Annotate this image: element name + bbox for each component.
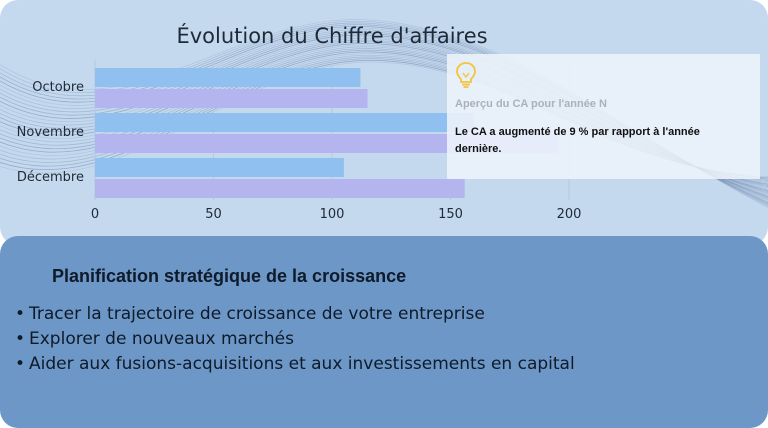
bar (95, 113, 475, 132)
category-label: Novembre (17, 125, 84, 140)
lightbulb-icon (455, 61, 477, 94)
x-tick-label: 0 (91, 207, 99, 222)
strategy-item: Explorer de nouveaux marchés (29, 327, 575, 352)
category-label: Octobre (32, 80, 84, 95)
x-tick-label: 100 (320, 207, 345, 222)
insight-text: Le CA a augmenté de 9 % par rapport à l'… (455, 126, 700, 155)
chart-panel: Octobre Novembre Décembre 0 50 100 150 200 Évol… (0, 0, 768, 245)
x-tick-label: 150 (438, 207, 463, 222)
bar (95, 68, 361, 87)
revenue-bar-chart: Octobre Novembre Décembre 0 50 100 150 200 (17, 60, 582, 222)
bar (95, 134, 558, 153)
strategy-panel: Planification stratégique de la croissan… (0, 236, 768, 428)
strategy-list: Tracer la trajectoire de croissance de v… (29, 302, 575, 377)
strategy-item: Tracer la trajectoire de croissance de v… (29, 302, 575, 327)
insight-card: Aperçu du CA pour l'année N Le CA a augm… (447, 54, 760, 179)
category-label: Décembre (17, 170, 84, 185)
bar (95, 158, 344, 177)
chart-title: Évolution du Chiffre d'affaires (176, 24, 488, 48)
insight-title: Aperçu du CA pour l'année N (455, 98, 607, 110)
x-tick-label: 200 (557, 207, 582, 222)
bar (95, 89, 368, 108)
strategy-item: Aider aux fusions-acquisitions et aux in… (29, 352, 575, 377)
x-tick-label: 50 (205, 207, 222, 222)
bar (95, 179, 465, 198)
strategy-heading: Planification stratégique de la croissan… (52, 266, 407, 286)
